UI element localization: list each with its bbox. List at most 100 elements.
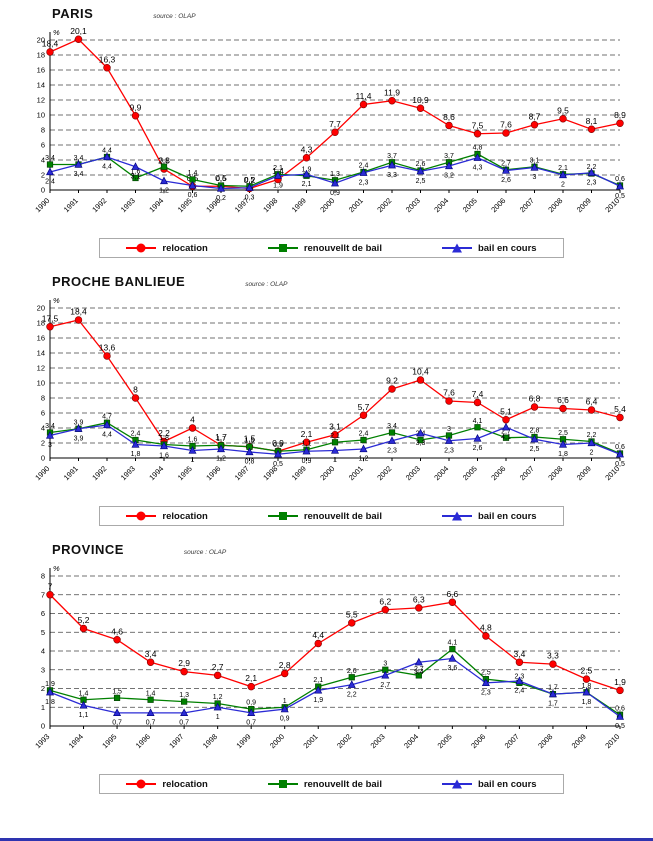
svg-text:0,6: 0,6 [615,705,625,712]
svg-text:6: 6 [41,141,45,150]
svg-text:3,4: 3,4 [45,423,55,430]
svg-text:1,5: 1,5 [112,688,122,695]
svg-text:2,5: 2,5 [481,670,491,677]
svg-text:1999: 1999 [290,464,308,482]
svg-text:2006: 2006 [489,464,507,482]
svg-text:8,6: 8,6 [443,112,455,122]
svg-text:1990: 1990 [33,464,51,482]
svg-text:5,5: 5,5 [346,609,358,619]
svg-text:2,2: 2,2 [347,691,357,698]
svg-text:3,1: 3,1 [159,157,169,164]
svg-text:2,9: 2,9 [178,658,190,668]
svg-text:1,2: 1,2 [213,694,223,701]
svg-text:4,1: 4,1 [473,418,483,425]
svg-text:3: 3 [447,426,451,433]
svg-text:2,4: 2,4 [45,179,55,186]
svg-text:2007: 2007 [518,464,536,482]
svg-text:3,4: 3,4 [74,155,84,162]
svg-text:0: 0 [41,186,45,195]
svg-text:18,4: 18,4 [70,307,87,317]
svg-text:3,3: 3,3 [547,651,559,661]
svg-text:3,7: 3,7 [444,153,454,160]
bail-triangle-marker-icon [441,778,472,790]
svg-text:2,1: 2,1 [273,165,283,172]
legend-label: bail en cours [477,510,537,522]
svg-text:3,1: 3,1 [329,421,341,431]
svg-text:2,2: 2,2 [158,428,170,438]
svg-text:2,3: 2,3 [587,179,597,186]
svg-text:2,2: 2,2 [587,432,597,439]
svg-text:1,5: 1,5 [245,437,255,444]
svg-text:14: 14 [37,81,45,90]
legend-item-bail-en-cours: bail en cours [441,510,537,522]
svg-text:1: 1 [41,703,45,712]
svg-text:9,2: 9,2 [386,376,398,386]
svg-text:4,4: 4,4 [312,630,324,640]
svg-text:3,4: 3,4 [45,155,55,162]
svg-text:2007: 2007 [518,196,536,214]
legend-label: relocation [162,778,208,790]
svg-text:4,3: 4,3 [301,144,313,154]
svg-text:1,4: 1,4 [272,166,284,176]
svg-text:2,2: 2,2 [587,164,597,171]
svg-text:0,5: 0,5 [215,173,227,183]
svg-text:7,5: 7,5 [472,120,484,130]
svg-text:3: 3 [48,442,52,449]
svg-text:4: 4 [41,424,45,433]
svg-text:7,6: 7,6 [443,388,455,398]
svg-text:2000: 2000 [318,464,336,482]
source-label: source : OLAP [245,281,288,288]
svg-text:2: 2 [590,450,594,457]
svg-text:4,6: 4,6 [111,626,123,636]
svg-text:2,3: 2,3 [359,179,369,186]
svg-text:1,3: 1,3 [330,171,340,178]
svg-text:2,8: 2,8 [279,660,291,670]
legend-item-renouvellt-de-bail: renouvellt de bail [267,510,382,522]
svg-text:2004: 2004 [432,464,450,482]
svg-text:6: 6 [41,609,45,618]
svg-text:2,5: 2,5 [581,666,593,676]
svg-text:1997: 1997 [233,464,251,482]
svg-text:0,7: 0,7 [179,719,189,726]
svg-text:2,1: 2,1 [313,677,323,684]
svg-text:2,7: 2,7 [501,160,511,167]
svg-text:3,7: 3,7 [387,153,397,160]
svg-text:2009: 2009 [575,464,593,482]
legend-label: bail en cours [477,778,537,790]
svg-text:1996: 1996 [134,732,152,750]
svg-text:7,7: 7,7 [329,119,341,129]
svg-text:6,2: 6,2 [379,596,391,606]
svg-text:%: % [53,564,60,573]
svg-text:1,9: 1,9 [614,677,626,687]
svg-text:3: 3 [41,665,45,674]
svg-text:2005: 2005 [461,196,479,214]
svg-text:1,9: 1,9 [302,166,312,173]
renouvellt-square-marker-icon [267,242,298,254]
svg-text:1,1: 1,1 [302,440,312,447]
svg-text:1,8: 1,8 [159,435,169,442]
svg-text:2: 2 [41,439,45,448]
svg-text:1,8: 1,8 [582,699,592,706]
svg-text:8,9: 8,9 [614,110,626,120]
svg-text:6,3: 6,3 [413,594,425,604]
svg-text:0,6: 0,6 [615,444,625,451]
svg-text:2009: 2009 [575,196,593,214]
svg-text:20: 20 [37,304,45,313]
svg-text:2,1: 2,1 [302,181,312,188]
svg-text:0,2: 0,2 [244,175,256,185]
svg-text:2001: 2001 [347,196,365,214]
svg-text:1,7: 1,7 [216,436,226,443]
svg-text:1: 1 [283,698,287,705]
svg-text:2,1: 2,1 [245,673,257,683]
legend-label: renouvellt de bail [303,778,382,790]
svg-text:2010: 2010 [603,732,621,750]
chart-section-proche-banlieue: PROCHE BANLIEUE source : OLAP 0 2 4 6 8 10 12 1… [0,268,653,526]
svg-text:0,5: 0,5 [273,461,283,468]
relocation-circle-marker-icon [126,242,157,254]
proche-banlieue-legend: relocation renouvellt de bail bail en co… [99,506,564,526]
svg-text:2003: 2003 [404,464,422,482]
chart-title-proche-banlieue: PROCHE BANLIEUE [52,274,186,289]
svg-text:3,3: 3,3 [416,440,426,447]
svg-text:2,5: 2,5 [416,178,426,185]
